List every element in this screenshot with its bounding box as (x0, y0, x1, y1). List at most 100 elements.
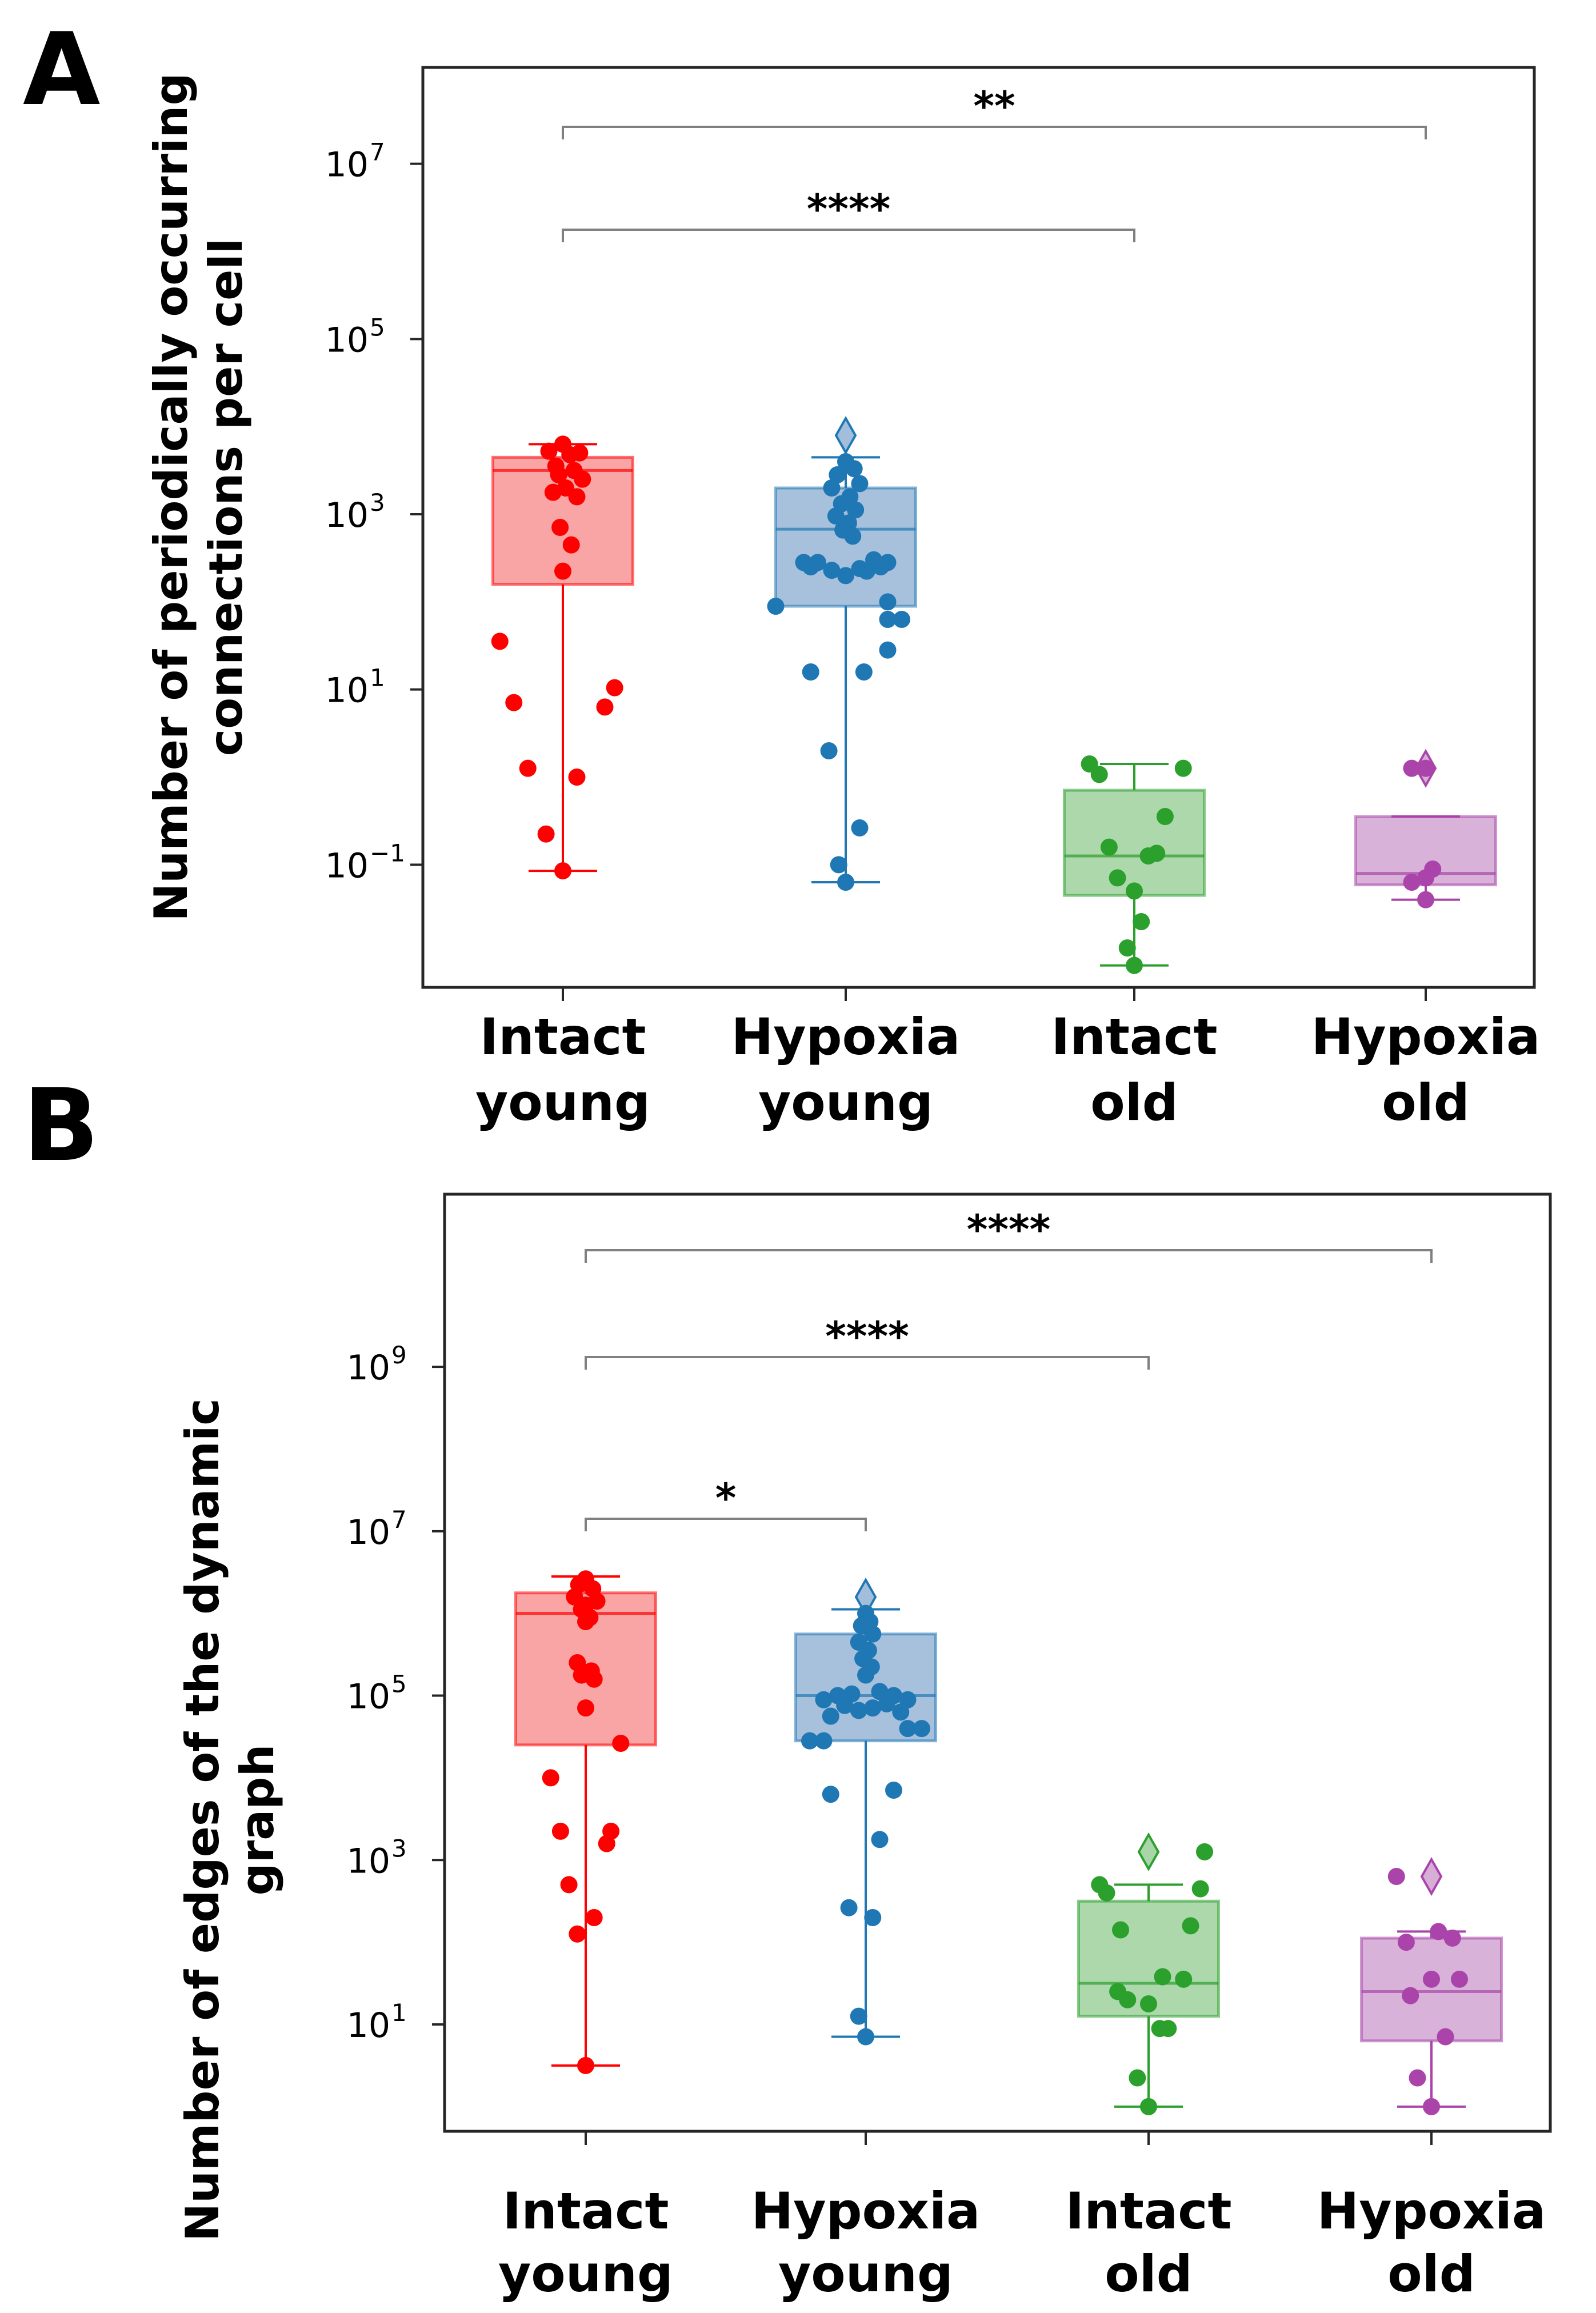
panel-b-series-2-point-2 (1196, 1843, 1213, 1860)
panel-b-series-0-point-20 (585, 1908, 603, 1926)
panel-a-series-0-point-14 (491, 633, 509, 650)
panel-a-series-0-point-15 (505, 694, 523, 711)
panel-a-series-1-point-18 (858, 562, 875, 580)
panel-a-series-0-point-9 (544, 483, 562, 501)
panel-a-series-1-point-26 (879, 641, 897, 659)
panel-a-series-3-point-0 (1403, 759, 1421, 777)
panel-b-series-0-point-14 (612, 1734, 630, 1752)
panel-a-series-1-point-23 (879, 611, 897, 628)
panel-a-category-2-line-1: Intact (1051, 1007, 1217, 1066)
panel-b-sig-bracket-2-line (585, 1518, 867, 1531)
panel-b-series-2-point-7 (1175, 1970, 1193, 1988)
panel-b-series-2-point-1 (1098, 1884, 1115, 1902)
panel-a-series-1-point-7 (847, 501, 865, 519)
panel-b-sig-bracket-0-line (585, 1249, 1433, 1263)
panel-a-series-1-point-31 (830, 856, 847, 874)
panel-a-series-0-point-13 (554, 562, 571, 580)
panel-b-series-1-point-27 (871, 1831, 889, 1848)
panel-b-ytick-1: 10 7 (347, 1506, 407, 1552)
panel-a-category-2: Intact old (1051, 1007, 1217, 1132)
panel-b-series-1-point-19 (892, 1703, 910, 1721)
panel-b-series-1-point-23 (913, 1720, 930, 1738)
panel-a-sig-bracket-1-line (562, 229, 1135, 242)
panel-a-series-1-point-2 (829, 466, 846, 483)
panel-a-series-1-outlier-0 (834, 415, 857, 455)
panel-a-series-2-point-3 (1156, 808, 1174, 825)
panel-b-ytick-0-exp: 9 (391, 1341, 407, 1369)
panel-b-sig-bracket-2: * (585, 1475, 867, 1531)
panel-b-category-0-line-2: young (498, 2244, 673, 2303)
panel-b-ytick-2-base: 10 (347, 1677, 390, 1717)
panel-a-category-3-line-2: old (1382, 1073, 1470, 1132)
panel-b-sig-bracket-1-label: **** (825, 1313, 909, 1360)
panel-b-series-2-point-12 (1159, 2020, 1177, 2038)
panel-b-sig-bracket-0-label: **** (967, 1206, 1050, 1253)
panel-b-series-1-point-22 (815, 1732, 833, 1750)
panel-b-category-2-line-1: Intact (1065, 2182, 1231, 2240)
panel-a-ytick-4: 10 −1 (325, 839, 405, 886)
panel-letter-a: A (23, 12, 100, 128)
panel-a-series-1-point-21 (837, 567, 854, 585)
panel-a-category-0-line-1: Intact (479, 1007, 646, 1066)
panel-a-series-0-point-18 (519, 759, 537, 777)
panel-a-category-2-line-2: old (1090, 1073, 1178, 1132)
panel-b-series-1-point-28 (840, 1899, 858, 1916)
panel-a-series-2-point-2 (1174, 759, 1192, 777)
panel-a-series-0-point-7 (574, 470, 591, 488)
panel-b-series-0-group (514, 1570, 657, 2074)
panel-b-marks (432, 1192, 1552, 2145)
panel-b-ytick-0: 10 9 (347, 1341, 407, 1388)
panel-b-series-0-point-8 (577, 1613, 594, 1631)
panel-b-series-2-point-9 (1140, 1995, 1157, 2013)
panel-a-sig-bracket-0: ** (562, 83, 1427, 139)
panel-b-series-0-point-15 (542, 1769, 559, 1787)
panel-b-category-3-line-2: old (1387, 2244, 1475, 2303)
panel-a-yticks: 10 7 10 5 10 3 10 1 10 −1 (325, 138, 405, 886)
panel-a-category-3-line-1: Hypoxia (1311, 1007, 1541, 1066)
panel-a-series-2-group (1063, 755, 1206, 974)
panel-a-series-1-point-28 (855, 663, 873, 681)
panel-b-category-2-line-2: old (1105, 2244, 1193, 2303)
panel-b-series-2-point-6 (1154, 1968, 1171, 1986)
panel-b-series-3-group (1360, 1856, 1503, 2115)
panel-b-series-0-point-19 (560, 1876, 578, 1894)
panel-a-series-1-point-4 (823, 479, 841, 497)
panel-b-series-1-point-20 (822, 1707, 839, 1725)
panel-a-series-1-point-3 (851, 475, 869, 493)
panel-b-ylabel: Number of edges of the dynamic graph (176, 1398, 284, 2242)
panel-b-ytick-4: 10 1 (347, 1999, 407, 2046)
panel-a-marks (410, 66, 1536, 1001)
panel-b-series-2-point-3 (1191, 1880, 1209, 1898)
panel-a-sig-bracket-1-label: **** (807, 186, 890, 233)
panel-b-series-0-point-22 (577, 2056, 594, 2074)
panel-a-series-1-point-8 (827, 507, 845, 525)
panel-a-series-1-point-24 (893, 611, 910, 628)
panel-a-series-2-point-8 (1126, 882, 1143, 900)
panel-b-ylabel-line-2: graph (231, 1744, 284, 1896)
panel-a-category-1-line-2: young (758, 1073, 933, 1132)
panel-a-ytick-0-base: 10 (325, 145, 369, 185)
panel-b-ytick-3: 10 3 (347, 1834, 407, 1881)
panel-a-series-0-group (491, 435, 634, 880)
panel-a-series-0-point-6 (550, 466, 567, 483)
panel-a-series-3-point-4 (1403, 874, 1421, 891)
panel-b-series-1-point-3 (864, 1625, 882, 1643)
panel-b-series-1-point-21 (899, 1720, 917, 1738)
panel-a-ytick-1-base: 10 (325, 320, 369, 360)
panel-b-series-3-point-0 (1387, 1868, 1405, 1886)
panel-a-series-1-point-30 (851, 819, 869, 837)
panel-a-series-1-point-19 (872, 558, 890, 575)
panel-b-series-1-point-18 (850, 1702, 867, 1719)
panel-a-ytick-2: 10 3 (325, 489, 385, 535)
panel-b-ytick-3-exp: 3 (391, 1834, 407, 1862)
panel-a-ytick-3-base: 10 (325, 671, 369, 711)
panel-b-series-1-point-15 (878, 1695, 895, 1712)
panel-b-category-3-line-1: Hypoxia (1317, 2182, 1546, 2240)
panel-b-series-3-point-9 (1423, 2098, 1440, 2115)
panel-b-series-1-group (794, 1577, 937, 2046)
panel-a-series-2-point-9 (1133, 913, 1150, 930)
